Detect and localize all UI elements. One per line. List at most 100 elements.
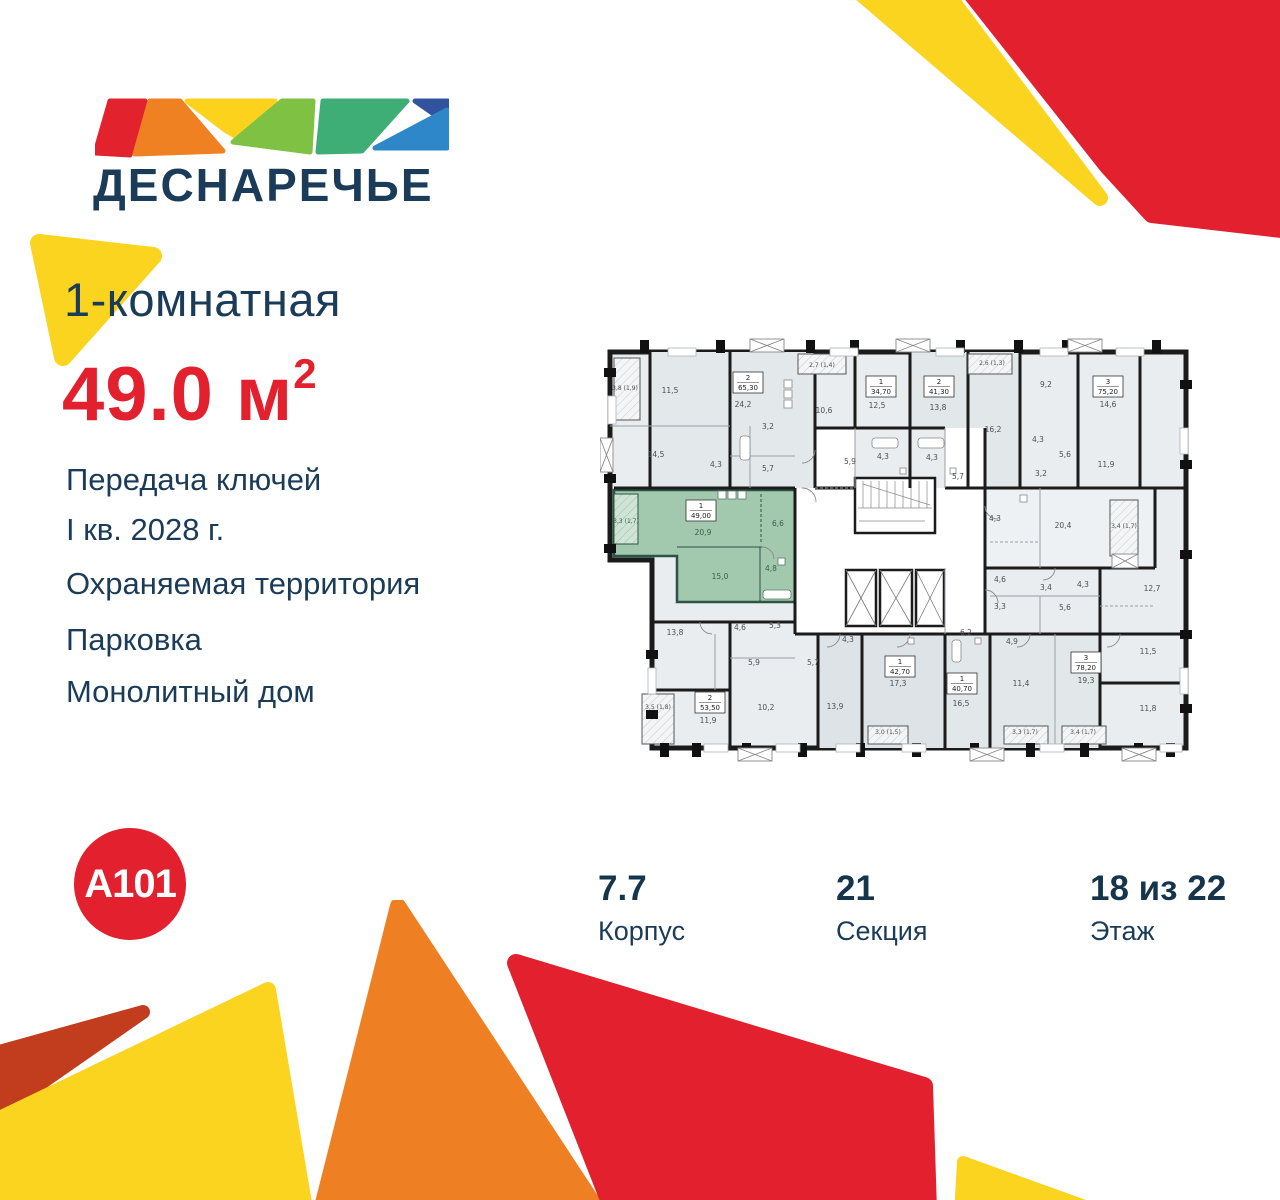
room-area-label: 5,7: [762, 464, 774, 473]
complex-name: ДЕСНАРЕЧЬЕ: [93, 159, 434, 211]
room-area-label: 4,3: [989, 514, 1001, 523]
room-area-label: 19,3: [1078, 676, 1095, 685]
badge-rooms: 3: [1106, 378, 1110, 386]
room-area-label: 4,8: [765, 564, 777, 573]
room-area-label: 14,6: [1100, 400, 1117, 409]
unit-badge: 3 75,20: [1092, 375, 1124, 398]
room-area-label: 3,5 (1,8): [645, 704, 671, 711]
room-area-label: 5,6: [1059, 450, 1071, 459]
room-area-label: 5,7: [807, 658, 819, 667]
badge-rooms: 1: [879, 378, 883, 386]
unit-badge: 1 42,70: [884, 655, 916, 678]
window-cross-boxes: [600, 338, 1157, 762]
room-area-label: 3,3: [994, 602, 1006, 611]
room-area-label: 3,4 (1,7): [1111, 523, 1137, 530]
room-area-label: 11,5: [662, 386, 679, 395]
room-area-label: 11,8: [1140, 704, 1157, 713]
unit-badge: 1 40,70: [946, 672, 978, 695]
feature-security: Охраняемая территория: [66, 566, 421, 601]
room-area-label: 12,7: [1144, 584, 1161, 593]
room-area-label: 5,6: [1059, 603, 1071, 612]
badge-area: 40,70: [952, 685, 972, 693]
stairs: [853, 476, 937, 535]
room-area-label: 11,5: [1140, 647, 1157, 656]
room-area-labels: 3,8 (1,9) 11,5 24,2 2,7 (1,4) 10,6 12,5 …: [612, 360, 1160, 736]
badge-area: 41,30: [929, 388, 949, 396]
building-label: Корпус: [598, 916, 686, 946]
feature-keys-line1: Передача ключей: [66, 462, 322, 497]
badge-area: 65,30: [738, 384, 758, 392]
room-area-label: 10,2: [758, 703, 775, 712]
room-area-label: 4,3: [842, 635, 854, 644]
room-area-label: 13,9: [827, 702, 844, 711]
area-number: 49.0: [62, 352, 214, 437]
floorplan-image: 3,8 (1,9) 11,5 24,2 2,7 (1,4) 10,6 12,5 …: [600, 338, 1192, 762]
badge-area: 42,70: [890, 668, 910, 676]
room-area-label: 4,9: [1006, 637, 1018, 646]
badge-rooms: 1: [960, 675, 964, 683]
room-area-label: 16,2: [985, 425, 1002, 434]
room-area-label: 11,9: [700, 716, 717, 725]
developer-logo: A101: [74, 828, 186, 940]
detail-section: 21 Секция: [836, 870, 928, 947]
complex-logo-mark: [95, 98, 449, 158]
unit-badge: 2 65,30: [732, 371, 764, 394]
badge-rooms: 1: [898, 658, 902, 666]
room-area-label: 2,7 (1,4): [809, 362, 835, 369]
room-area-label: 10,6: [816, 406, 833, 415]
yellow-triangle-accent: [30, 234, 162, 366]
room-area-label: 3,2: [762, 422, 774, 431]
room-area-label: 4,6: [734, 623, 746, 632]
balconies: [613, 353, 1139, 745]
corner-decoration-bottom: [0, 900, 1087, 1200]
unit-badges: 2 65,30 1 34,70 2 41,30 3 75,20: [685, 371, 1124, 714]
badge-rooms: 1: [699, 502, 703, 510]
unit-badge-highlighted: 1 49,00: [685, 499, 717, 522]
unit-badge: 2 41,30: [923, 375, 955, 398]
page-title: 1-комнатная: [64, 273, 341, 326]
feature-building: Монолитный дом: [66, 674, 315, 709]
feature-parking: Парковка: [66, 622, 202, 657]
unit-badge: 2 53,50: [694, 691, 726, 714]
room-area-label: 6,2: [960, 628, 972, 637]
room-area-label: 11,4: [1013, 679, 1030, 688]
elevators: [844, 568, 946, 628]
building-value: 7.7: [598, 869, 647, 908]
room-area-label: 3,8 (1,9): [612, 385, 638, 392]
room-area-label: 14,5: [648, 450, 665, 459]
room-area-label: 3,3 (1,7): [1012, 729, 1038, 736]
floorplan-walls: [610, 352, 1186, 748]
badge-rooms: 2: [746, 374, 750, 382]
room-area-label: 4,3: [877, 452, 889, 461]
badge-area: 49,00: [691, 512, 711, 520]
area-unit: м: [236, 352, 294, 437]
room-area-label: 24,2: [735, 400, 752, 409]
wall-pillars: [604, 340, 1192, 757]
windows: [607, 347, 1189, 753]
fixtures: [739, 379, 1028, 663]
badge-rooms: 2: [937, 378, 941, 386]
room-area-label: 20,4: [1055, 521, 1072, 530]
room-area-label: 3,4 (1,7): [1070, 729, 1096, 736]
room-area-label: 11,9: [1098, 460, 1115, 469]
floor-label: Этаж: [1090, 916, 1155, 946]
corner-decoration-top-right: [856, 0, 1280, 238]
section-value: 21: [836, 869, 875, 908]
room-area-label: 3,3 (1,7): [613, 518, 639, 525]
room-area-label: 3,2: [1035, 469, 1047, 478]
area-superscript: 2: [293, 350, 318, 397]
badge-area: 53,50: [700, 704, 720, 712]
room-area-label: 5,7: [952, 472, 964, 481]
badge-area: 34,70: [871, 388, 891, 396]
badge-area: 75,20: [1098, 388, 1118, 396]
room-area-label: 12,5: [869, 401, 886, 410]
room-area-label: 16,5: [953, 699, 970, 708]
room-area-label: 9,2: [1040, 380, 1052, 389]
room-area-label: 20,9: [695, 528, 712, 537]
room-area-label: 4,3: [1077, 580, 1089, 589]
badge-rooms: 3: [1084, 654, 1088, 662]
room-area-label: 3,0 (1,5): [875, 729, 901, 736]
unit-badge: 3 78,20: [1070, 651, 1102, 674]
room-area-label: 3,4: [1040, 583, 1052, 592]
